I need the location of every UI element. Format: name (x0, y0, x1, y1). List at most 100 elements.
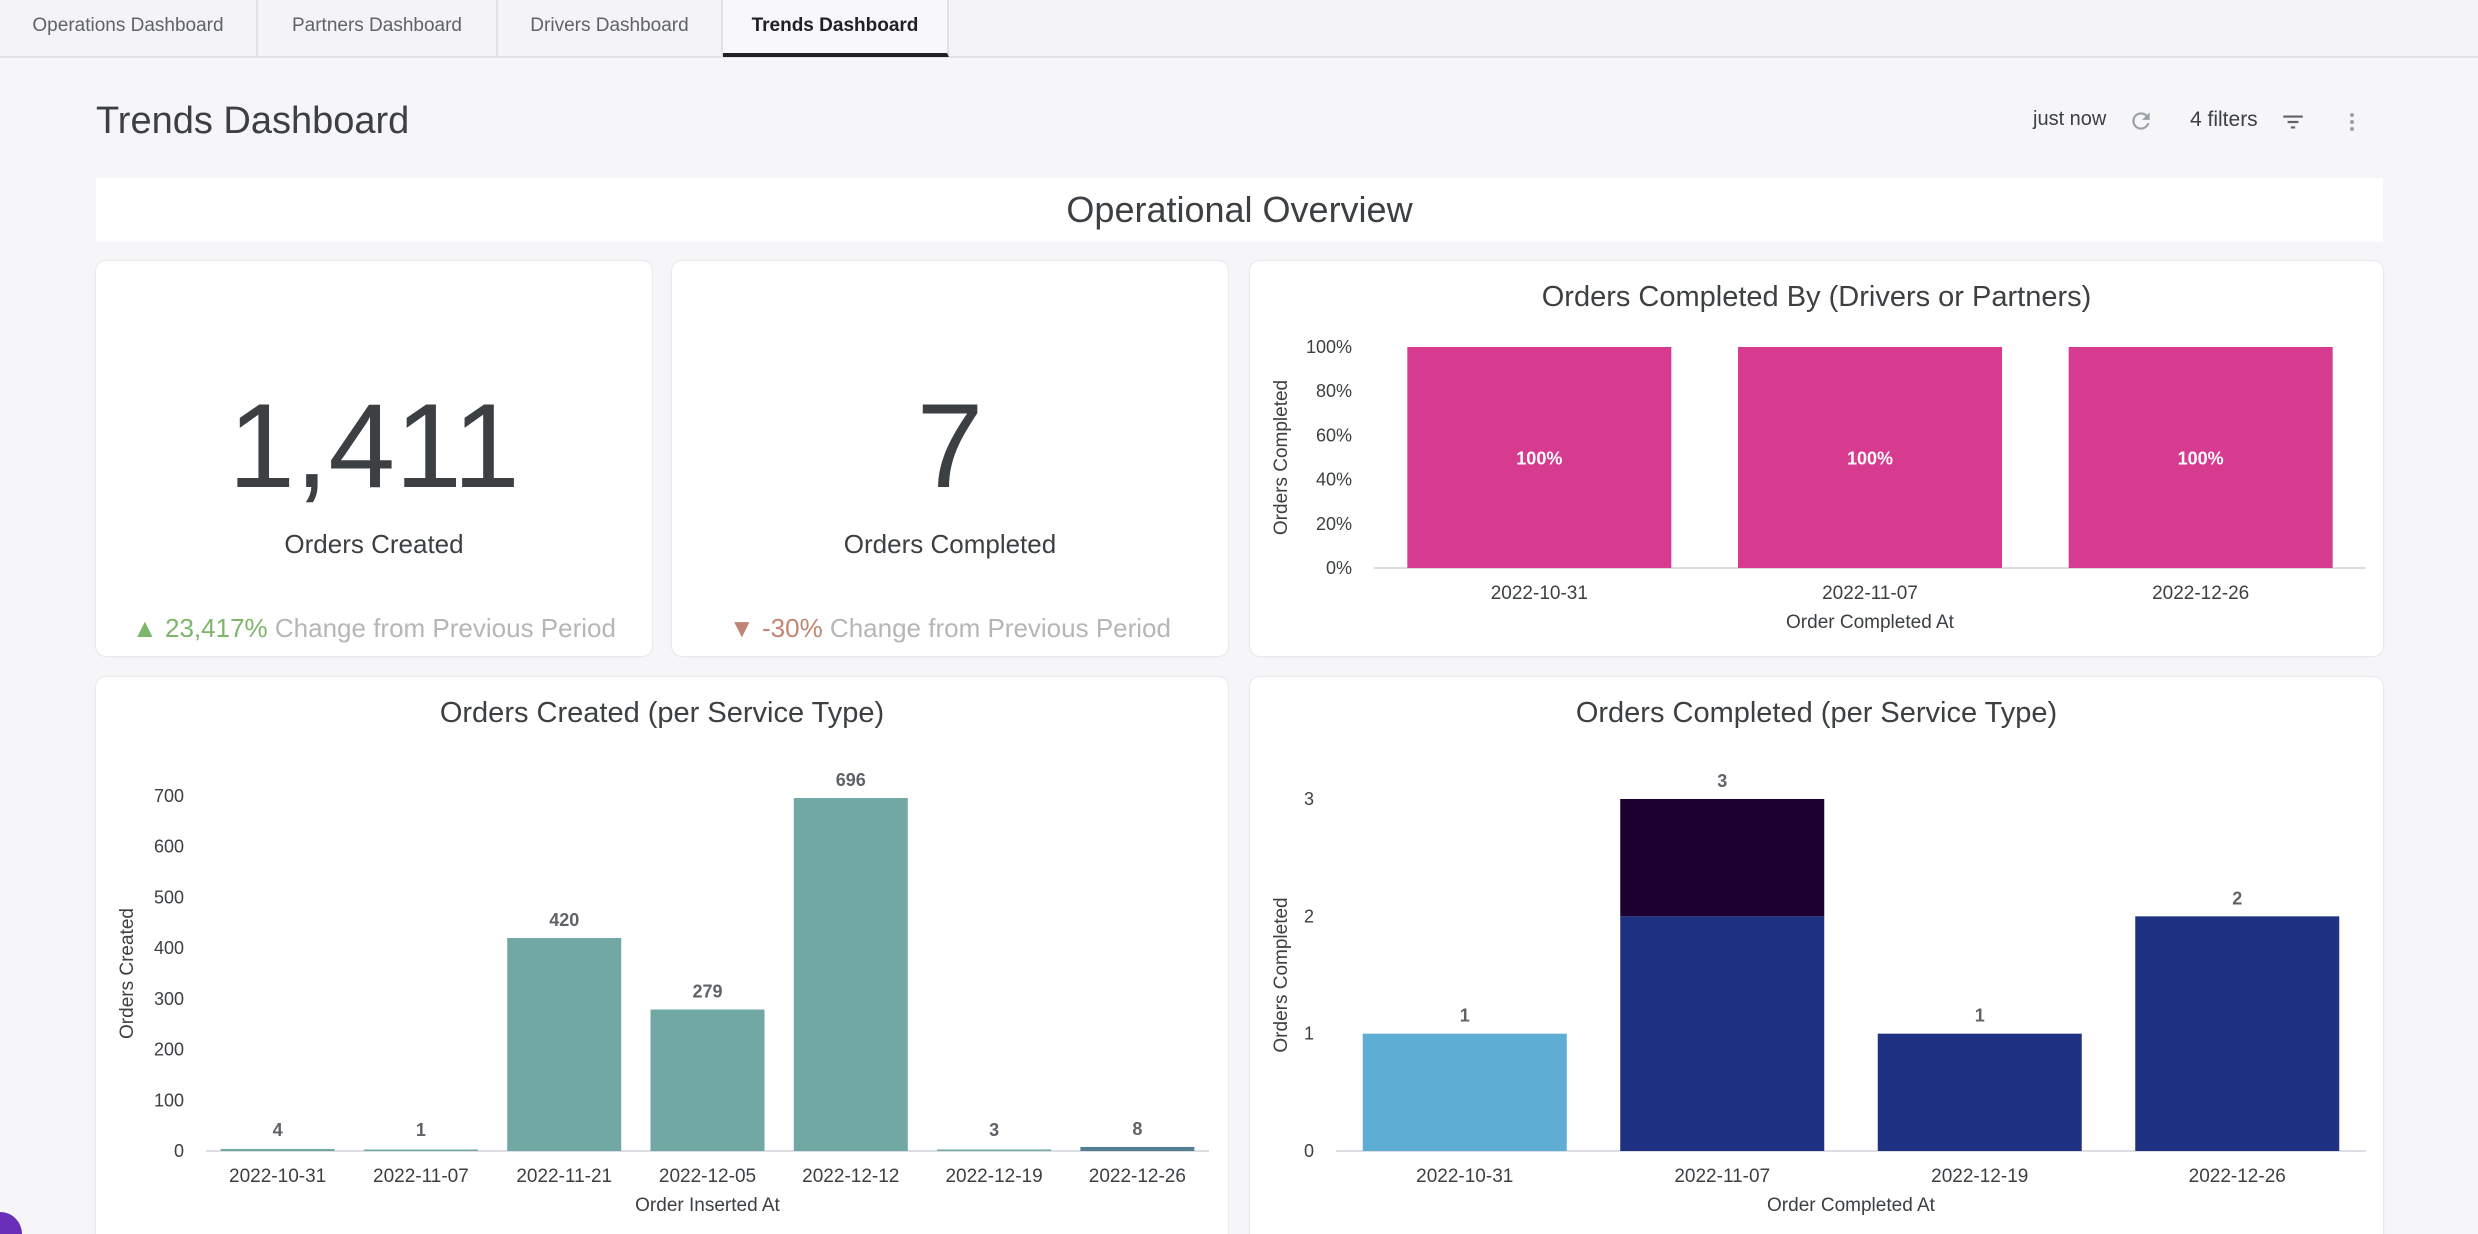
x-tick-label: 2022-12-26 (1089, 1166, 1186, 1187)
x-tick-label: 2022-10-31 (1491, 583, 1588, 604)
y-tick-label: 100% (1306, 337, 1352, 357)
bar-segment (2068, 347, 2333, 568)
scorecard-change: ▼ -30% Change from Previous Period (672, 613, 1228, 644)
tab-trends-dashboard[interactable]: Trends Dashboard (723, 0, 949, 57)
chart-card-orders-completed-per-service: Orders Completed (per Service Type) 0 1 2 3… (1250, 677, 2383, 1234)
chart-title: Orders Completed By (Drivers or Partners… (1541, 281, 2092, 313)
change-value: 23,417% (165, 613, 268, 643)
data-label: 696 (836, 770, 866, 790)
change-value: -30% (761, 613, 823, 643)
x-tick-label: 2022-12-26 (2189, 1166, 2286, 1187)
x-axis-title: Order Completed At (1786, 612, 1955, 633)
change-text: Change from Previous Period (274, 613, 616, 643)
filter-icon[interactable] (2280, 109, 2306, 140)
filters-button[interactable]: 4 filters (2190, 108, 2258, 131)
y-tick-label: 60% (1316, 425, 1352, 445)
x-tick-label: 2022-11-07 (1822, 583, 1918, 604)
bar (937, 1149, 1052, 1151)
y-tick-label: 3 (1304, 789, 1314, 809)
page-title: Trends Dashboard (96, 100, 410, 142)
x-tick-label: 2022-10-31 (229, 1166, 326, 1187)
refresh-icon[interactable] (2128, 108, 2154, 139)
y-tick-label: 700 (154, 786, 184, 806)
bar (507, 938, 622, 1151)
data-label: 2 (2232, 888, 2242, 908)
x-tick-label: 2022-11-07 (1674, 1166, 1770, 1187)
x-tick-label: 2022-12-26 (2152, 583, 2249, 604)
data-label: 420 (549, 910, 579, 930)
y-tick-label: 200 (154, 1040, 184, 1060)
x-tick-label: 2022-12-12 (802, 1166, 899, 1187)
y-axis-title: Orders Completed (1271, 380, 1292, 535)
tab-operations-dashboard[interactable]: Operations Dashboard (0, 0, 258, 56)
x-tick-label: 2022-10-31 (1416, 1166, 1513, 1187)
y-tick-label: 100 (154, 1090, 184, 1110)
chart-orders-created-per-service: 0 100 200 300 400 500 600 700 4 2022-10-31 1 2022-1… (117, 770, 1209, 1216)
x-tick-label: 2022-12-05 (659, 1166, 756, 1187)
dashboard-tab-bar: Operations Dashboard Partners Dashboard … (0, 0, 2478, 58)
bar (220, 1148, 335, 1151)
y-tick-label: 0 (174, 1141, 184, 1161)
scorecard-value: 1,411 (228, 379, 520, 513)
y-tick-label: 0 (1304, 1141, 1314, 1161)
y-tick-label: 1 (1304, 1024, 1314, 1044)
scorecard-label: Orders Completed (843, 529, 1057, 559)
x-tick-label: 2022-11-21 (516, 1166, 612, 1187)
x-tick-label: 2022-11-07 (373, 1166, 469, 1187)
data-label: 1 (1460, 1006, 1470, 1026)
bar (363, 1149, 478, 1151)
scorecard-label: Orders Created (284, 529, 464, 559)
change-text: Change from Previous Period (829, 613, 1171, 643)
scorecard-value: 7 (916, 379, 984, 513)
scorecard-orders-created: 1,411 Orders Created ▲ 23,417% Change fr… (96, 261, 652, 656)
data-label: 100% (1516, 449, 1562, 469)
data-label: 1 (1975, 1006, 1985, 1026)
bar (793, 798, 908, 1151)
x-tick-label: 2022-12-19 (945, 1166, 1042, 1187)
change-arrow-down-icon: ▼ (729, 613, 755, 643)
data-label: 8 (1132, 1119, 1142, 1139)
section-title: Operational Overview (96, 178, 2383, 242)
scorecard-orders-completed: 7 Orders Completed ▼ -30% Change from Pr… (672, 261, 1228, 656)
bar (1080, 1146, 1195, 1151)
data-label: 279 (692, 982, 722, 1002)
bar-segment (2135, 916, 2340, 1151)
bar-segment (1407, 347, 1672, 568)
y-tick-label: 20% (1316, 514, 1352, 534)
data-label: 4 (273, 1120, 283, 1140)
y-tick-label: 80% (1316, 381, 1352, 401)
y-tick-label: 2 (1304, 906, 1314, 926)
chart-orders-completed-per-service: 0 1 2 3 1 2022-10-31 3 2022-11-07 1 2022-12-19 2 20… (1271, 771, 2366, 1216)
more-vert-icon[interactable] (2340, 109, 2364, 140)
bar-segment (1877, 1033, 2082, 1151)
y-tick-label: 0% (1326, 558, 1352, 578)
bar-segment (1362, 1033, 1567, 1151)
data-label: 3 (1717, 771, 1727, 791)
y-tick-label: 500 (154, 887, 184, 907)
bar-segment (1738, 347, 2002, 568)
chart-title: Orders Created (per Service Type) (439, 697, 885, 729)
refresh-status: just now (2033, 108, 2107, 130)
y-axis-title: Orders Completed (1271, 897, 1292, 1052)
y-tick-label: 600 (154, 837, 184, 857)
bar-segment (1620, 799, 1825, 917)
data-label: 100% (2178, 449, 2224, 469)
data-label: 1 (416, 1120, 426, 1140)
bar (650, 1009, 765, 1151)
chart-card-orders-completed-by: Orders Completed By (Drivers or Partners… (1250, 261, 2383, 656)
y-tick-label: 300 (154, 989, 184, 1009)
chart-card-orders-created-per-service: Orders Created (per Service Type) 0 100 20… (96, 677, 1228, 1234)
y-tick-label: 40% (1316, 470, 1352, 490)
scorecard-change: ▲ 23,417% Change from Previous Period (96, 613, 652, 644)
assistant-launcher-button[interactable] (0, 1212, 22, 1234)
x-axis-title: Order Inserted At (635, 1195, 780, 1216)
chart-orders-completed-by: 0% 20% 40% 60% 80% 100% 100% 2022-10-31 100% 2022… (1271, 337, 2366, 633)
bar-segment (1620, 916, 1825, 1151)
tab-drivers-dashboard[interactable]: Drivers Dashboard (498, 0, 723, 56)
tab-partners-dashboard[interactable]: Partners Dashboard (258, 0, 498, 56)
x-tick-label: 2022-12-19 (1931, 1166, 2028, 1187)
x-axis-title: Order Completed At (1767, 1195, 1936, 1216)
y-axis-title: Orders Created (117, 908, 138, 1039)
data-label: 3 (989, 1120, 999, 1140)
change-arrow-up-icon: ▲ (132, 613, 158, 643)
